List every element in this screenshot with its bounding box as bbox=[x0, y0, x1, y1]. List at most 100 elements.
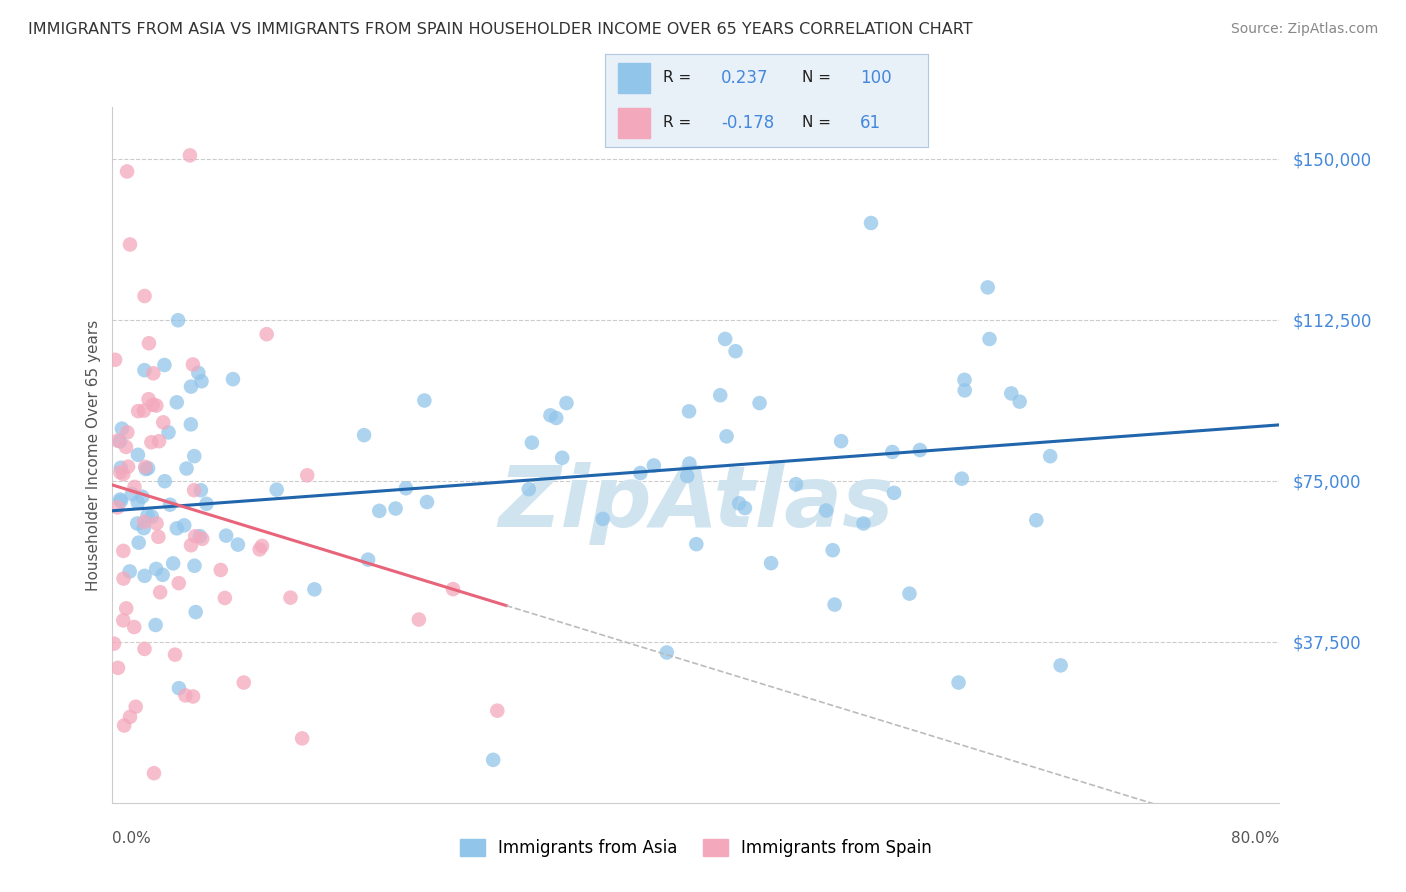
Point bbox=[250, 539, 273, 553]
Point bbox=[110, 466, 132, 480]
Point bbox=[416, 495, 439, 509]
Text: -0.178: -0.178 bbox=[721, 114, 775, 132]
Point bbox=[1000, 386, 1022, 401]
Point bbox=[115, 601, 138, 615]
Point bbox=[163, 648, 186, 662]
Point bbox=[190, 483, 212, 498]
Point bbox=[685, 537, 707, 551]
Point bbox=[153, 474, 176, 488]
Point bbox=[815, 503, 838, 517]
Point bbox=[145, 516, 167, 531]
Legend: Immigrants from Asia, Immigrants from Spain: Immigrants from Asia, Immigrants from Sp… bbox=[453, 832, 939, 864]
Text: 0.0%: 0.0% bbox=[112, 830, 152, 846]
Text: N =: N = bbox=[801, 70, 835, 86]
Point bbox=[127, 404, 149, 418]
Point bbox=[297, 468, 319, 483]
Point bbox=[167, 576, 190, 591]
Point bbox=[215, 528, 238, 542]
Point bbox=[759, 556, 782, 570]
Point bbox=[357, 552, 380, 566]
Point bbox=[134, 569, 156, 583]
Point bbox=[908, 443, 931, 458]
Point bbox=[232, 675, 254, 690]
Point bbox=[748, 396, 770, 410]
Point bbox=[181, 690, 204, 704]
Point bbox=[824, 598, 846, 612]
Point bbox=[368, 504, 391, 518]
Point bbox=[395, 481, 418, 495]
Y-axis label: Householder Income Over 65 years: Householder Income Over 65 years bbox=[86, 319, 101, 591]
Point bbox=[127, 448, 149, 462]
Point bbox=[149, 585, 172, 599]
Point bbox=[112, 544, 135, 558]
Point bbox=[183, 483, 205, 498]
Point bbox=[132, 521, 155, 535]
Point bbox=[148, 530, 170, 544]
Point bbox=[678, 457, 700, 471]
Point bbox=[132, 403, 155, 417]
Point bbox=[112, 572, 135, 586]
Point bbox=[122, 620, 145, 634]
Point bbox=[173, 518, 195, 533]
Point bbox=[145, 399, 167, 413]
Bar bbox=[617, 63, 650, 93]
Point bbox=[734, 501, 756, 516]
Point bbox=[115, 164, 138, 178]
Point bbox=[555, 396, 578, 410]
Point bbox=[138, 392, 160, 407]
Text: 0.237: 0.237 bbox=[721, 69, 769, 87]
Point bbox=[135, 462, 157, 476]
Point bbox=[953, 373, 976, 387]
Text: 100: 100 bbox=[860, 69, 891, 87]
Point bbox=[256, 327, 278, 342]
Point bbox=[167, 313, 190, 327]
Point bbox=[728, 496, 751, 510]
Text: ZipAtlas: ZipAtlas bbox=[498, 462, 894, 545]
Point bbox=[166, 395, 188, 409]
Point bbox=[111, 422, 134, 436]
Point bbox=[107, 661, 129, 675]
Point bbox=[112, 467, 135, 481]
Point bbox=[821, 543, 844, 558]
Point bbox=[131, 490, 153, 504]
Point bbox=[1008, 394, 1031, 409]
Point bbox=[304, 582, 326, 597]
Text: N =: N = bbox=[801, 115, 835, 130]
Point bbox=[209, 563, 232, 577]
Point bbox=[181, 358, 204, 372]
Point bbox=[152, 567, 174, 582]
Point bbox=[222, 372, 245, 386]
Point bbox=[108, 434, 131, 449]
Point bbox=[110, 494, 132, 508]
Point bbox=[195, 497, 218, 511]
Point bbox=[174, 689, 197, 703]
Point bbox=[353, 428, 375, 442]
Point bbox=[280, 591, 302, 605]
Point bbox=[127, 516, 149, 531]
Point bbox=[976, 280, 998, 294]
Point bbox=[115, 440, 138, 454]
Text: Source: ZipAtlas.com: Source: ZipAtlas.com bbox=[1230, 22, 1378, 37]
Point bbox=[538, 409, 561, 423]
Point bbox=[142, 367, 165, 381]
Point bbox=[628, 466, 651, 480]
Point bbox=[103, 637, 125, 651]
Point bbox=[134, 641, 156, 656]
Point bbox=[852, 516, 875, 531]
Point bbox=[118, 710, 141, 724]
Point bbox=[136, 508, 159, 523]
Point bbox=[166, 521, 188, 535]
Point bbox=[191, 532, 214, 546]
Point bbox=[482, 753, 505, 767]
Text: 61: 61 bbox=[860, 114, 882, 132]
Point bbox=[142, 398, 165, 412]
Point bbox=[180, 538, 202, 552]
Point bbox=[136, 461, 159, 475]
Point bbox=[153, 358, 176, 372]
Point bbox=[110, 460, 132, 475]
Point bbox=[117, 425, 139, 440]
Point bbox=[184, 605, 207, 619]
Point bbox=[882, 445, 904, 459]
Point bbox=[190, 374, 212, 388]
Point bbox=[678, 404, 700, 418]
